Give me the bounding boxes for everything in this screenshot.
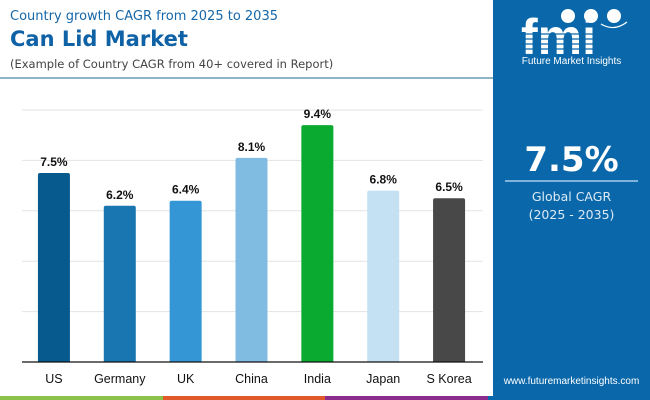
bar-s-korea [433, 198, 466, 362]
value-label: 6.2% [106, 188, 134, 202]
band-segment [162, 396, 325, 400]
globe-africa-icon [584, 9, 598, 23]
info-panel: fmi Future Market Insights 7.5% Global C… [493, 0, 650, 400]
globe-asia-icon [607, 9, 621, 23]
x-tick-label: China [235, 372, 268, 386]
bar-chart: 7.5% 6.2% 6.4% 8.1% 9.4% 6.8% 6.5% US Germany UK… [22, 107, 483, 386]
x-tick-label: S Korea [426, 372, 471, 386]
x-tick-label: US [45, 372, 62, 386]
x-tick-label: UK [177, 372, 195, 386]
bar-germany [103, 205, 136, 362]
chart-title: Can Lid Market [10, 27, 188, 51]
global-cagr-period: (2025 - 2035) [528, 207, 615, 222]
value-label: 6.8% [370, 173, 398, 187]
value-label: 6.5% [435, 180, 463, 194]
global-cagr-label: Global CAGR (2025 - 2035) [493, 188, 650, 224]
band-segment [487, 396, 650, 400]
bar-china [235, 157, 268, 362]
value-label: 8.1% [238, 140, 266, 154]
value-label: 9.4% [304, 107, 332, 121]
band-segment [0, 396, 163, 400]
value-labels: 7.5% 6.2% 6.4% 8.1% 9.4% 6.8% 6.5% [40, 107, 463, 202]
panel-divider [505, 180, 638, 182]
bar-us [37, 173, 70, 362]
bars [37, 125, 466, 363]
bar-uk [169, 200, 202, 362]
chart-note: (Example of Country CAGR from 40+ covere… [10, 57, 334, 71]
x-tick-label: India [304, 372, 331, 386]
fmi-logo: fmi [513, 9, 633, 65]
chart-subtitle: Country growth CAGR from 2025 to 2035 [10, 9, 278, 24]
global-cagr-label-line1: Global CAGR [531, 189, 612, 204]
brand-name: Future Market Insights [521, 56, 622, 67]
globe-americas-icon [561, 9, 575, 23]
band-segment [325, 396, 488, 400]
website-link[interactable]: www.futuremarketinsights.com [503, 376, 640, 387]
value-label: 6.4% [172, 183, 200, 197]
chart-header: Country growth CAGR from 2025 to 2035 Ca… [0, 0, 493, 78]
x-tick-label: Germany [94, 372, 146, 386]
logo-letters: fmi [521, 9, 596, 65]
x-tick-labels: US Germany UK China India Japan S Korea [45, 372, 471, 386]
bar-japan [367, 190, 400, 362]
global-cagr-value: 7.5% [524, 140, 619, 180]
bar-india [301, 125, 334, 363]
value-label: 7.5% [40, 155, 68, 169]
header-separator [0, 77, 493, 79]
x-tick-label: Japan [366, 372, 400, 386]
